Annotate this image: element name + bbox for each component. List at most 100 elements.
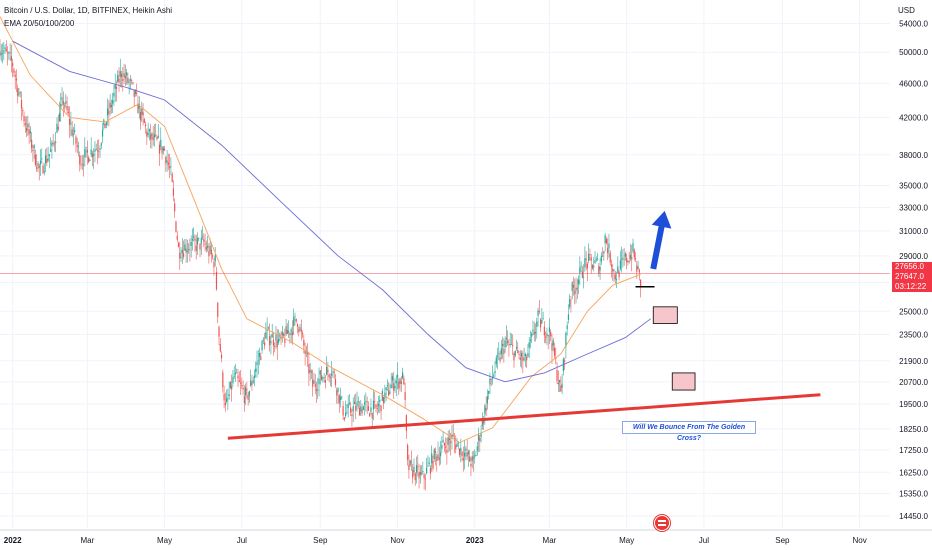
candle-body: [600, 255, 602, 262]
candle-body: [286, 329, 288, 334]
candle-body: [604, 235, 606, 244]
candle-body: [124, 75, 126, 79]
candle-body: [532, 329, 534, 332]
target-zone: [671, 372, 696, 391]
candle-body: [319, 370, 321, 375]
candle-body: [605, 239, 608, 244]
candle-body: [490, 379, 492, 381]
candle-body: [291, 332, 294, 336]
x-tick-label: 2023: [466, 536, 484, 545]
candle-body: [3, 50, 5, 52]
candle-body: [32, 149, 34, 152]
candle-body: [556, 369, 558, 381]
candle-body: [274, 346, 276, 348]
candle-body: [137, 103, 139, 114]
candle-body: [517, 350, 519, 354]
candle-body: [18, 93, 20, 95]
y-axis: 54000.0 50000.0 46000.0 42000.0 38000.0 35000…: [899, 19, 928, 521]
candle-body: [562, 359, 564, 372]
candle-body: [545, 336, 547, 338]
candle-body: [155, 134, 157, 136]
candle-body: [622, 257, 624, 259]
candle-body: [375, 404, 377, 408]
candle-body: [467, 451, 470, 455]
candle-body: [465, 448, 467, 451]
candle-body: [37, 163, 39, 167]
candlestick-series: [0, 39, 642, 491]
candle-body: [210, 249, 213, 255]
candle-body: [376, 408, 378, 409]
candle-body: [584, 258, 586, 268]
y-tick-label: 16250.0: [899, 468, 928, 477]
candle-body: [360, 406, 362, 411]
candle-body: [466, 452, 468, 457]
candle-body: [146, 131, 148, 137]
candle-body: [77, 146, 80, 148]
chart-grid: [0, 0, 890, 528]
symbol-title: Bitcoin / U.S. Dollar, 1D, BITFINEX, Hei…: [4, 6, 173, 15]
candle-body: [222, 372, 224, 387]
candle-body: [419, 471, 421, 476]
candle-body: [486, 396, 489, 404]
candle-body: [55, 141, 57, 143]
candle-body: [493, 375, 495, 377]
candle-body: [82, 164, 85, 166]
candle-body: [201, 236, 204, 238]
candle-body: [112, 100, 114, 104]
candle-body: [346, 412, 348, 413]
candle-body: [484, 405, 486, 415]
y-tick-label: 14450.0: [899, 512, 928, 521]
candle-body: [96, 150, 99, 152]
candle-body: [190, 241, 192, 246]
candle-body: [220, 354, 223, 359]
candle-body: [619, 260, 621, 269]
candle-body: [66, 105, 68, 111]
candle-body: [212, 255, 214, 257]
candle-body: [157, 136, 159, 138]
candle-body: [353, 401, 356, 404]
candle-body: [638, 269, 640, 273]
candle-body: [424, 478, 426, 480]
candle-body: [28, 129, 30, 135]
candle-body: [277, 338, 280, 343]
candle-body: [450, 441, 452, 443]
candle-body: [417, 465, 419, 467]
candle-body: [455, 444, 457, 450]
candle-body: [515, 346, 518, 349]
candle-body: [361, 409, 363, 414]
candle-body: [238, 380, 240, 382]
indicator-legend[interactable]: EMA 20/50/100/200: [4, 19, 75, 28]
candle-body: [339, 396, 342, 400]
y-tick-label: 17250.0: [899, 446, 928, 455]
candle-body: [60, 104, 62, 109]
candle-body: [639, 279, 642, 287]
chart-drawings: [0, 210, 890, 440]
candle-body: [352, 406, 354, 412]
candle-body: [341, 396, 343, 398]
candle-body: [350, 407, 352, 413]
candle-body: [496, 355, 499, 357]
golden-cross-callout[interactable]: Will We Bounce From The Golden Cross?: [622, 421, 756, 442]
candle-body: [427, 465, 429, 467]
candle-body: [431, 453, 433, 464]
candle-body: [357, 401, 359, 402]
candle-body: [25, 128, 28, 132]
currency-label: USD: [898, 6, 915, 15]
flag-icon[interactable]: [654, 515, 670, 531]
candle-body: [343, 417, 345, 420]
candle-body: [158, 144, 161, 154]
candle-body: [88, 157, 90, 163]
y-tick-label: 38000.0: [899, 151, 928, 160]
candle-body: [148, 129, 150, 132]
candle-body: [365, 401, 367, 402]
candle-body: [81, 163, 83, 165]
candle-body: [514, 350, 516, 356]
candle-body: [91, 153, 94, 158]
candle-body: [248, 391, 251, 396]
ema-lines: [0, 16, 651, 444]
candle-body: [591, 264, 594, 269]
candle-body: [80, 164, 82, 166]
candle-body: [337, 387, 339, 392]
candle-body: [90, 149, 92, 155]
